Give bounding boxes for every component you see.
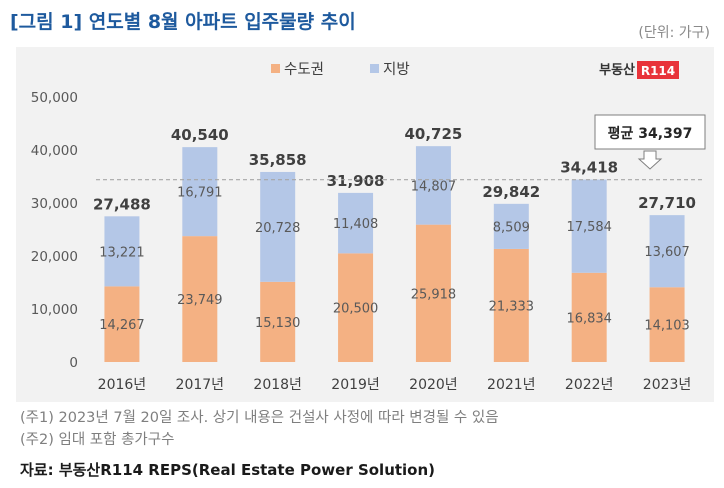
bar-value-label: 25,918 bbox=[411, 287, 457, 302]
bar-capital-6 bbox=[571, 272, 607, 362]
y-tick-label: 50,000 bbox=[31, 90, 78, 106]
bar-value-label: 16,834 bbox=[566, 311, 612, 326]
bar-chart: 부동산 R114 수도권 지방 0 10,000 20,000 30,000 40,000… bbox=[31, 61, 706, 393]
chart-panel: 부동산 R114 수도권 지방 0 10,000 20,000 30,000 40,000… bbox=[16, 47, 714, 402]
legend-swatch-1 bbox=[370, 64, 379, 73]
y-tick-label: 20,000 bbox=[31, 249, 78, 265]
bar-capital-4 bbox=[415, 224, 451, 362]
brand-logo-box bbox=[637, 61, 679, 79]
y-tick-label: 40,000 bbox=[31, 143, 78, 159]
bar-local-3 bbox=[338, 192, 374, 254]
y-tick-label: 10,000 bbox=[31, 302, 78, 318]
y-tick-label: 30,000 bbox=[31, 196, 78, 212]
down-arrow-icon bbox=[637, 150, 663, 170]
unit-label: (단위: 가구) bbox=[638, 25, 710, 41]
bar-local-4 bbox=[415, 146, 451, 225]
bar-value-label: 13,607 bbox=[644, 245, 690, 260]
legend-label-1: 지방 bbox=[383, 61, 410, 78]
brand-logo-text: 부동산 bbox=[599, 62, 635, 78]
bar-value-label: 20,728 bbox=[255, 221, 301, 236]
total-label: 34,418 bbox=[560, 159, 618, 177]
bar-value-label: 16,791 bbox=[177, 186, 223, 201]
bar-local-2 bbox=[260, 171, 296, 282]
bar-capital-2 bbox=[260, 281, 296, 362]
total-label: 29,842 bbox=[482, 183, 540, 201]
x-tick-label: 2017년 bbox=[176, 377, 225, 393]
bar-value-label: 20,500 bbox=[333, 302, 379, 317]
x-tick-label: 2021년 bbox=[487, 377, 536, 393]
bar-value-label: 14,103 bbox=[644, 319, 690, 334]
bar-capital-0 bbox=[104, 286, 140, 362]
x-tick-label: 2023년 bbox=[643, 377, 692, 393]
bar-value-label: 15,130 bbox=[255, 316, 301, 331]
bar-local-7 bbox=[649, 215, 685, 288]
bar-capital-7 bbox=[649, 287, 685, 362]
total-label: 27,488 bbox=[93, 195, 151, 213]
total-label: 31,908 bbox=[327, 172, 385, 190]
brand-logo: 부동산 R114 bbox=[599, 61, 679, 79]
x-tick-label: 2018년 bbox=[253, 377, 302, 393]
bar-capital-5 bbox=[493, 248, 529, 362]
x-tick-label: 2020년 bbox=[409, 377, 458, 393]
bar-capital-1 bbox=[182, 236, 218, 362]
x-tick-label: 2016년 bbox=[98, 377, 147, 393]
total-label: 40,540 bbox=[171, 126, 229, 144]
bar-value-label: 21,333 bbox=[489, 299, 535, 314]
bar-value-label: 14,807 bbox=[411, 179, 457, 194]
bar-value-label: 11,408 bbox=[333, 217, 379, 232]
footnote-2: (주2) 임대 포함 총가구수 bbox=[20, 432, 175, 448]
x-tick-label: 2019년 bbox=[331, 377, 380, 393]
brand-logo-box-text: R114 bbox=[641, 64, 675, 78]
chart-title: [그림 1] 연도별 8월 아파트 입주물량 추이 bbox=[10, 11, 356, 33]
footnote-1: (주1) 2023년 7월 20일 조사. 상기 내용은 건설사 사정에 따라 … bbox=[20, 410, 499, 426]
bar-value-label: 13,221 bbox=[99, 245, 145, 260]
x-tick-label: 2022년 bbox=[565, 377, 614, 393]
bar-local-1 bbox=[182, 147, 218, 237]
bar-capital-3 bbox=[338, 253, 374, 362]
average-callout-text: 평균 34,397 bbox=[608, 125, 693, 142]
average-callout-box bbox=[594, 114, 706, 150]
bar-local-0 bbox=[104, 216, 140, 287]
legend-swatch-0 bbox=[271, 64, 280, 73]
total-label: 27,710 bbox=[638, 194, 696, 212]
bar-local-6 bbox=[571, 179, 607, 273]
total-label: 40,725 bbox=[404, 125, 462, 143]
bar-value-label: 23,749 bbox=[177, 293, 223, 308]
source-text: 자료: 부동산R114 REPS(Real Estate Power Solut… bbox=[20, 461, 436, 479]
bar-value-label: 14,267 bbox=[99, 318, 145, 333]
total-label: 35,858 bbox=[249, 151, 307, 169]
legend-label-0: 수도권 bbox=[284, 61, 324, 78]
bar-value-label: 8,509 bbox=[493, 220, 530, 235]
footnotes: (주1) 2023년 7월 20일 조사. 상기 내용은 건설사 사정에 따라 … bbox=[20, 407, 499, 451]
bar-value-label: 17,584 bbox=[566, 220, 612, 235]
y-tick-label: 0 bbox=[69, 355, 78, 371]
bar-local-5 bbox=[493, 203, 529, 249]
